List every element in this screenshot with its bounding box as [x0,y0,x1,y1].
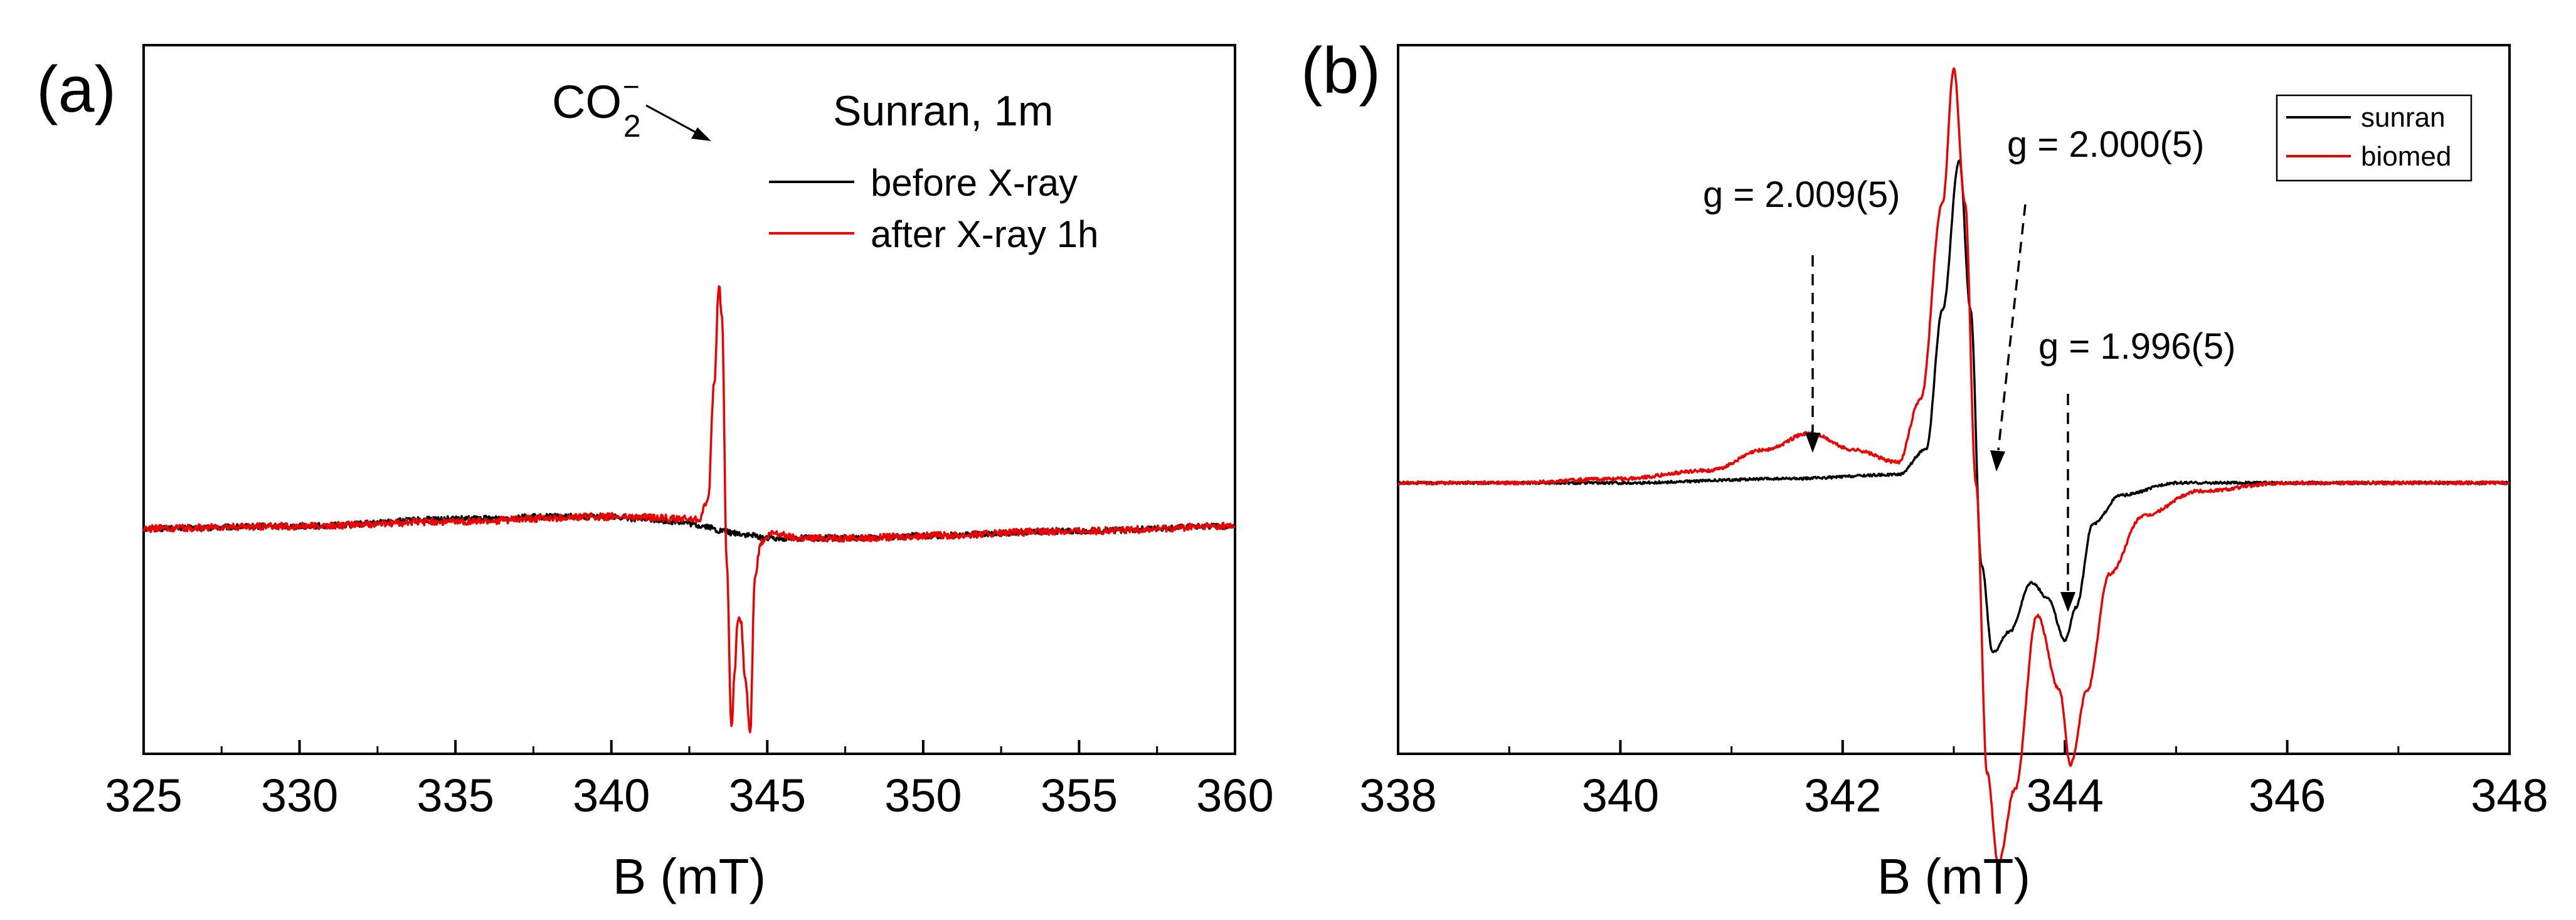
g-2000-arrow-shaft [1997,204,2027,451]
legend-label-biomed: biomed [2361,141,2451,172]
co2-label-superscript: − [623,70,640,103]
legend-label-sunran: sunran [2361,102,2446,133]
x-tick-label: 340 [1582,769,1659,822]
x-tick-label: 345 [729,769,806,822]
co2-arrow-head [691,127,711,141]
panel-a-series [142,285,1236,734]
series-line-sunran [1397,159,2511,653]
x-tick-label: 346 [2249,769,2326,822]
x-tick-label: 338 [1359,769,1436,822]
g-1996-label: g = 1.996(5) [2038,326,2235,367]
series-line-biomed [1397,67,2510,864]
panel-a-legend: Sunran, 1m before X-ray after X-ray 1h [769,87,1099,255]
panel-a: (a) 325 330 335 340 345 350 355 360 B (mT) Sunr… [36,44,1274,904]
x-tick-label: 340 [573,769,650,822]
x-tick-label: 360 [1196,769,1273,822]
co2-label: CO− 2 [552,70,641,144]
panel-a-label: (a) [36,53,116,126]
x-tick-label: 325 [105,769,182,822]
panel-a-legend-title: Sunran, 1m [833,87,1054,135]
panel-b-series [1397,67,2511,864]
g-1996-arrow-head [2060,592,2075,612]
x-tick-label: 355 [1041,769,1118,822]
x-tick-label: 330 [261,769,338,822]
g-value-annotations: g = 2.009(5) g = 2.000(5) g = 1.996(5) [1703,124,2235,612]
g-2009-arrow-head [1805,433,1820,453]
panel-a-plot-frame [142,44,1236,755]
co2-label-main: CO [552,76,622,128]
panel-a-x-ticks: 325 330 335 340 345 350 355 360 [105,740,1274,822]
series-line-after-x-ray-1h [142,285,1236,734]
x-tick-label: 350 [884,769,962,822]
panel-b-label: (b) [1301,34,1381,107]
g-2000-label: g = 2.000(5) [2007,124,2204,165]
panel-b: (b) 338 340 342 344 346 348 B (mT) sunran bio… [1301,34,2548,904]
panel-b-legend: sunran biomed [2276,94,2473,182]
x-tick-label: 342 [1804,769,1881,822]
panel-a-x-axis-title: B (mT) [613,849,766,904]
panel-b-x-ticks: 338 340 342 344 346 348 [1359,740,2548,822]
g-2009-label: g = 2.009(5) [1703,174,1900,215]
x-tick-label: 344 [2026,769,2103,822]
x-tick-label: 335 [416,769,494,822]
legend-label-before-xray: before X-ray [871,162,1078,204]
panel-b-x-axis-title: B (mT) [1877,849,2030,904]
g-2000-arrow-head [1990,450,2005,472]
legend-label-after-xray: after X-ray 1h [871,213,1099,255]
panel-b-legend-box [2276,94,2473,182]
x-tick-label: 348 [2471,769,2548,822]
co2-label-subscript: 2 [623,108,641,144]
co2-radical-annotation: CO− 2 [552,70,711,144]
